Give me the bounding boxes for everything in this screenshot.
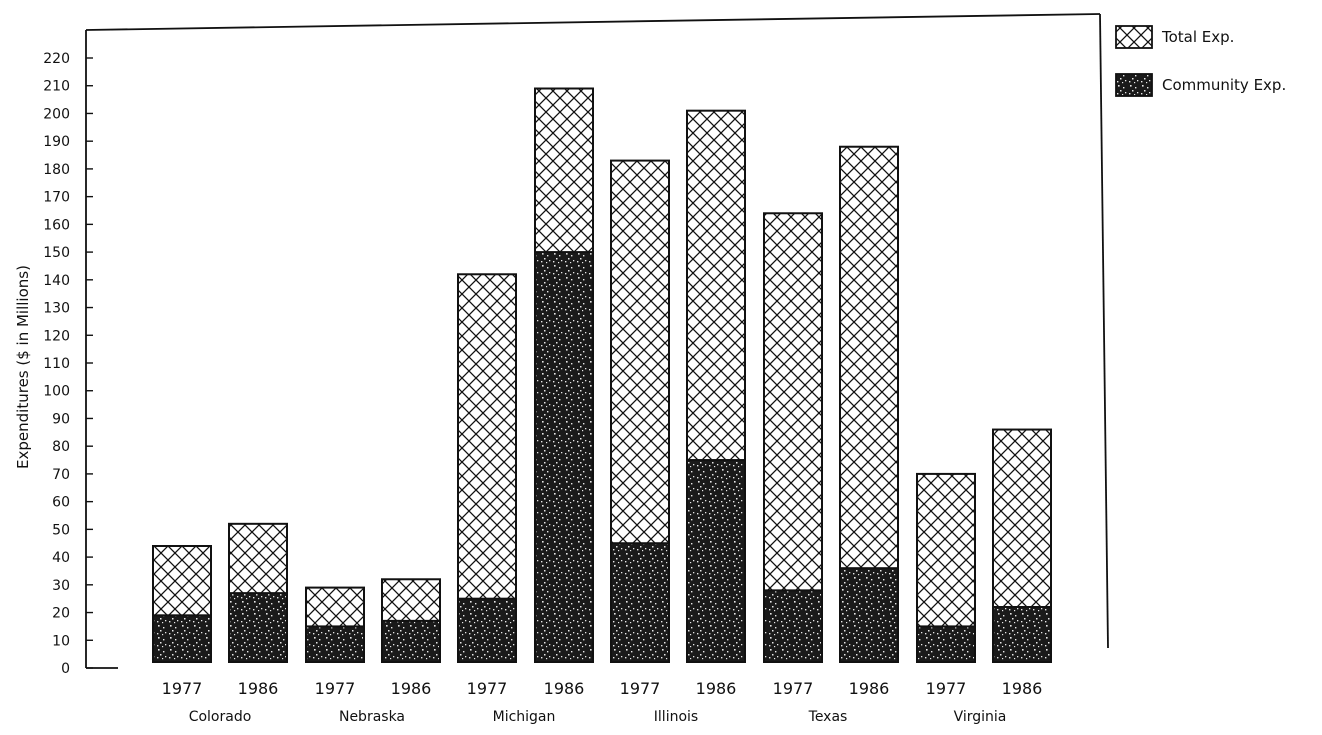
x-tick-label-year: 1986 bbox=[238, 679, 279, 698]
x-tick-label-year: 1977 bbox=[315, 679, 356, 698]
legend-swatch-community bbox=[1115, 73, 1153, 97]
x-group-label: Texas bbox=[808, 709, 848, 725]
bar-community-virginia-1986 bbox=[992, 606, 1052, 663]
y-tick-label: 110 bbox=[43, 356, 70, 372]
x-tick-label-year: 1977 bbox=[773, 679, 814, 698]
x-group-label: Michigan bbox=[493, 709, 556, 725]
x-tick-label-year: 1977 bbox=[620, 679, 661, 698]
y-tick-label: 170 bbox=[43, 190, 70, 206]
y-tick-label: 150 bbox=[43, 245, 70, 261]
y-tick-label: 200 bbox=[43, 106, 70, 122]
x-tick-label-year: 1986 bbox=[696, 679, 737, 698]
x-group-label: Nebraska bbox=[339, 709, 405, 725]
plot-frame-top bbox=[85, 13, 1101, 31]
bar-community-michigan-1977 bbox=[457, 597, 517, 664]
bar-community-nebraska-1977 bbox=[305, 625, 365, 664]
y-tick-label: 180 bbox=[43, 162, 70, 178]
x-group-label: Colorado bbox=[189, 709, 252, 725]
x-tick-label-year: 1986 bbox=[1002, 679, 1043, 698]
x-tick-label-year: 1977 bbox=[162, 679, 203, 698]
bar-community-nebraska-1986 bbox=[381, 619, 441, 664]
bar-community-illinois-1977 bbox=[610, 542, 670, 664]
y-tick-label: 50 bbox=[52, 522, 70, 538]
x-group-label: Illinois bbox=[654, 709, 698, 725]
x-tick-label-year: 1986 bbox=[544, 679, 585, 698]
y-tick-label: 20 bbox=[52, 606, 70, 622]
y-axis: 0 10 20 30 40 50 60 70 80 90 100 110 120 130 140 150 160… bbox=[43, 51, 93, 677]
x-tick-label-year: 1986 bbox=[849, 679, 890, 698]
legend-swatch-total bbox=[1115, 25, 1153, 49]
y-tick-label: 130 bbox=[43, 301, 70, 317]
legend-label-total: Total Exp. bbox=[1161, 28, 1234, 46]
x-group-label: Virginia bbox=[954, 709, 1007, 725]
y-tick-label: 0 bbox=[61, 661, 70, 677]
bar-community-michigan-1986 bbox=[534, 251, 594, 663]
y-tick-label: 100 bbox=[43, 384, 70, 400]
bar-community-illinois-1986 bbox=[686, 459, 746, 663]
y-tick-label: 30 bbox=[52, 578, 70, 594]
y-tick-label: 10 bbox=[52, 633, 70, 649]
bar-community-virginia-1977 bbox=[916, 625, 976, 664]
x-tick-label-year: 1986 bbox=[391, 679, 432, 698]
bar-community-texas-1977 bbox=[763, 589, 823, 664]
y-tick-label: 120 bbox=[43, 328, 70, 344]
bar-total-texas-1977 bbox=[763, 212, 823, 663]
y-axis-title: Expenditures ($ in Millions) bbox=[14, 265, 32, 469]
x-tick-label-year: 1977 bbox=[926, 679, 967, 698]
bars-group bbox=[152, 87, 1052, 664]
legend: Total Exp. Community Exp. bbox=[1115, 25, 1286, 97]
y-tick-label: 220 bbox=[43, 51, 70, 67]
y-tick-label: 70 bbox=[52, 467, 70, 483]
bar-community-texas-1986 bbox=[839, 567, 899, 664]
x-axis-labels: 1977 1986 Colorado 1977 1986 Nebraska 1977 1986… bbox=[162, 679, 1043, 725]
y-tick-label: 210 bbox=[43, 79, 70, 95]
y-tick-label: 80 bbox=[52, 439, 70, 455]
y-tick-label: 90 bbox=[52, 411, 70, 427]
y-tick-label: 190 bbox=[43, 134, 70, 150]
y-tick-label: 60 bbox=[52, 495, 70, 511]
bar-community-colorado-1977 bbox=[152, 614, 212, 663]
y-tick-label: 140 bbox=[43, 273, 70, 289]
x-tick-label-year: 1977 bbox=[467, 679, 508, 698]
legend-label-community: Community Exp. bbox=[1162, 76, 1286, 94]
y-tick-label: 160 bbox=[43, 217, 70, 233]
plot-frame-right bbox=[1099, 13, 1109, 649]
bar-community-colorado-1986 bbox=[228, 592, 288, 663]
y-tick-label: 40 bbox=[52, 550, 70, 566]
